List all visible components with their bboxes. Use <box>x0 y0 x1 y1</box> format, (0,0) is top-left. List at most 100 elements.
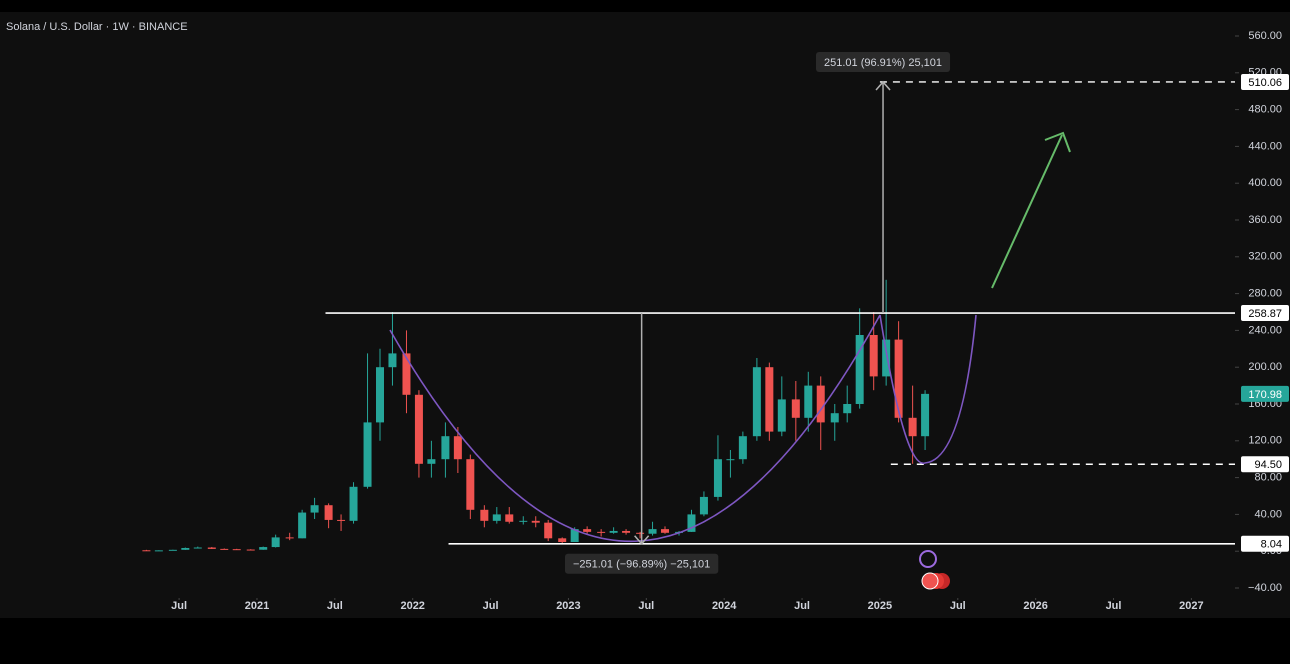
candle-body <box>154 550 163 552</box>
candle-body <box>298 512 307 539</box>
candle-body <box>661 529 669 533</box>
candle-body <box>855 335 864 404</box>
y-tick-label: 80.00 <box>1254 472 1282 484</box>
candle-body <box>752 367 761 437</box>
candle-body <box>583 529 592 532</box>
y-tick-label: 480.00 <box>1248 104 1282 116</box>
candle-body <box>869 335 878 377</box>
y-tick-label: −40.00 <box>1248 582 1282 594</box>
y-tick-label: 400.00 <box>1248 177 1282 189</box>
candle-body <box>738 436 747 460</box>
y-tick-label: 200.00 <box>1248 361 1282 373</box>
cup-curve <box>389 314 881 543</box>
level-tag-box <box>1241 73 1289 90</box>
y-tick-label: 280.00 <box>1248 288 1282 300</box>
y-tick-label: 40.00 <box>1254 508 1282 520</box>
candle-body <box>622 530 631 533</box>
candle-body <box>531 520 540 523</box>
y-tick-label: 440.00 <box>1248 140 1282 152</box>
x-tick-label: 2023 <box>556 600 580 612</box>
candle-body <box>882 339 891 377</box>
level-tag: 510.06 <box>1248 77 1282 89</box>
candle-body <box>363 422 372 487</box>
candle-body <box>713 459 722 497</box>
y-tick-label: 560.00 <box>1248 30 1282 42</box>
candle-body <box>687 514 696 532</box>
candle-body <box>271 537 280 548</box>
candle-body <box>558 538 567 542</box>
candle-body <box>804 385 813 418</box>
x-tick-label: 2026 <box>1023 600 1047 612</box>
candle-body <box>570 529 579 542</box>
candle-body <box>259 547 268 550</box>
candle-body <box>324 505 333 520</box>
y-tick-label: 360.00 <box>1248 214 1282 226</box>
level-tag-box <box>1241 456 1289 473</box>
candle-body <box>168 549 177 551</box>
x-tick-label: 2022 <box>400 600 424 612</box>
candle-body <box>921 393 930 437</box>
x-tick-label: Jul <box>950 600 966 612</box>
candle-body <box>427 459 436 464</box>
candle-body <box>207 547 216 549</box>
measure-arrowhead <box>634 535 650 545</box>
candle-body <box>492 514 501 521</box>
y-tick-label: 120.00 <box>1248 435 1282 447</box>
x-tick-label: 2027 <box>1179 600 1203 612</box>
y-tick-label: 320.00 <box>1248 251 1282 263</box>
measure-arrowhead <box>875 80 891 91</box>
chart-title: Solana / U.S. Dollar · 1W · BINANCE <box>6 21 188 33</box>
x-tick-label: Jul <box>1106 600 1122 612</box>
candle-body <box>597 531 606 533</box>
candle-body <box>466 459 475 510</box>
candle-body <box>726 459 735 461</box>
candle-body <box>337 519 346 521</box>
x-tick-label: Jul <box>171 600 187 612</box>
candle-body <box>894 339 903 418</box>
candle-body <box>388 353 397 368</box>
projection-arrow <box>991 131 1071 289</box>
candle-body <box>285 537 294 539</box>
level-tag: 8.04 <box>1261 539 1282 551</box>
candle-body <box>246 549 255 551</box>
candle-body <box>816 385 825 423</box>
candle-body <box>310 505 319 513</box>
candle-body <box>414 394 423 464</box>
handle-curve <box>879 314 977 464</box>
x-tick-label: 2024 <box>712 600 737 612</box>
measure-label: −251.01 (−96.89%) −25,101 <box>573 559 710 571</box>
x-tick-label: Jul <box>638 600 654 612</box>
measure-label-box <box>564 553 719 574</box>
candle-body <box>142 550 151 552</box>
candle-body <box>193 547 202 549</box>
measure-label-box <box>816 51 951 72</box>
candle-body <box>699 496 708 515</box>
candle-body <box>791 399 800 418</box>
candle-body <box>544 522 553 539</box>
candle-body <box>376 367 384 423</box>
candle-body <box>777 399 786 432</box>
x-tick-label: 2021 <box>245 600 269 612</box>
measure-label: 251.01 (96.91%) 25,101 <box>824 57 942 69</box>
level-tag-box <box>1241 535 1289 552</box>
candle-body <box>402 353 411 395</box>
candle-body <box>648 529 657 534</box>
candle-body <box>441 436 450 460</box>
y-tick-label: 240.00 <box>1248 324 1282 336</box>
plot-background <box>0 12 1290 618</box>
candle-body <box>519 520 528 522</box>
candle-body <box>830 413 839 423</box>
level-tag: 258.87 <box>1248 308 1282 320</box>
candle-body <box>232 549 241 551</box>
candle-body <box>908 417 917 437</box>
candle-body <box>765 367 774 432</box>
candle-body <box>480 509 489 521</box>
candle-body <box>609 530 618 533</box>
level-tag-box <box>1241 305 1289 322</box>
level-tag: 94.50 <box>1254 459 1282 471</box>
candle-body <box>220 548 229 550</box>
candle-body <box>636 532 645 534</box>
event-icons <box>919 550 950 590</box>
level-tag-box <box>1241 385 1289 402</box>
